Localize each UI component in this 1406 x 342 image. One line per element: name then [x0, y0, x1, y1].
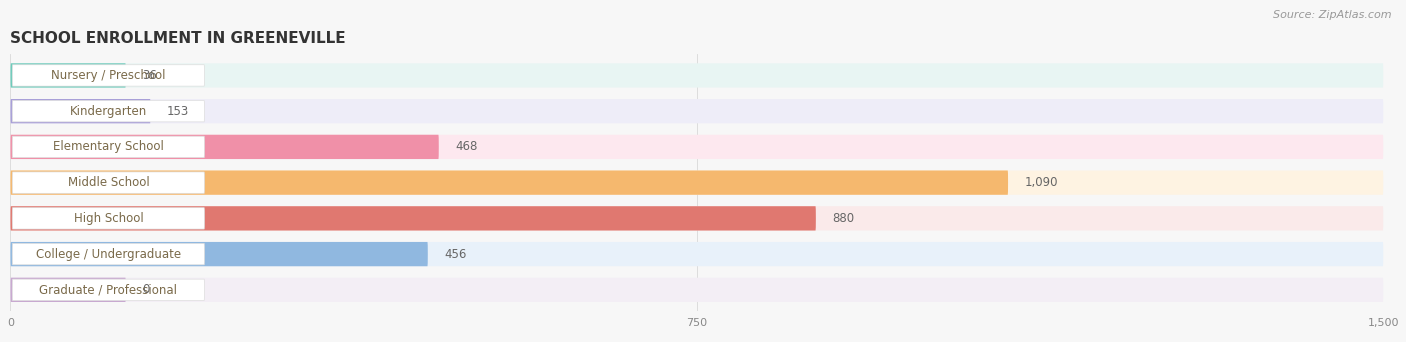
- FancyBboxPatch shape: [10, 242, 427, 266]
- FancyBboxPatch shape: [13, 172, 204, 193]
- FancyBboxPatch shape: [13, 101, 204, 122]
- Text: High School: High School: [73, 212, 143, 225]
- Text: SCHOOL ENROLLMENT IN GREENEVILLE: SCHOOL ENROLLMENT IN GREENEVILLE: [10, 31, 346, 46]
- FancyBboxPatch shape: [10, 135, 439, 159]
- FancyBboxPatch shape: [10, 63, 125, 88]
- FancyBboxPatch shape: [13, 279, 204, 301]
- FancyBboxPatch shape: [10, 99, 150, 123]
- FancyBboxPatch shape: [10, 206, 815, 231]
- FancyBboxPatch shape: [10, 170, 1384, 195]
- Text: Graduate / Professional: Graduate / Professional: [39, 283, 177, 296]
- Text: Source: ZipAtlas.com: Source: ZipAtlas.com: [1274, 10, 1392, 20]
- Text: 1,090: 1,090: [1025, 176, 1059, 189]
- Text: 880: 880: [832, 212, 855, 225]
- FancyBboxPatch shape: [13, 244, 204, 265]
- FancyBboxPatch shape: [10, 278, 1384, 302]
- Text: Elementary School: Elementary School: [53, 141, 165, 154]
- FancyBboxPatch shape: [13, 208, 204, 229]
- Text: College / Undergraduate: College / Undergraduate: [35, 248, 181, 261]
- Text: 468: 468: [456, 141, 478, 154]
- Text: Nursery / Preschool: Nursery / Preschool: [51, 69, 166, 82]
- FancyBboxPatch shape: [10, 206, 1384, 231]
- Text: 0: 0: [142, 283, 149, 296]
- FancyBboxPatch shape: [10, 99, 1384, 123]
- FancyBboxPatch shape: [13, 136, 204, 158]
- FancyBboxPatch shape: [10, 63, 1384, 88]
- FancyBboxPatch shape: [10, 135, 1384, 159]
- FancyBboxPatch shape: [10, 242, 1384, 266]
- FancyBboxPatch shape: [13, 65, 204, 86]
- Text: 36: 36: [142, 69, 157, 82]
- Text: 153: 153: [167, 105, 190, 118]
- Text: 456: 456: [444, 248, 467, 261]
- Text: Kindergarten: Kindergarten: [70, 105, 148, 118]
- FancyBboxPatch shape: [10, 278, 125, 302]
- FancyBboxPatch shape: [10, 170, 1008, 195]
- Text: Middle School: Middle School: [67, 176, 149, 189]
